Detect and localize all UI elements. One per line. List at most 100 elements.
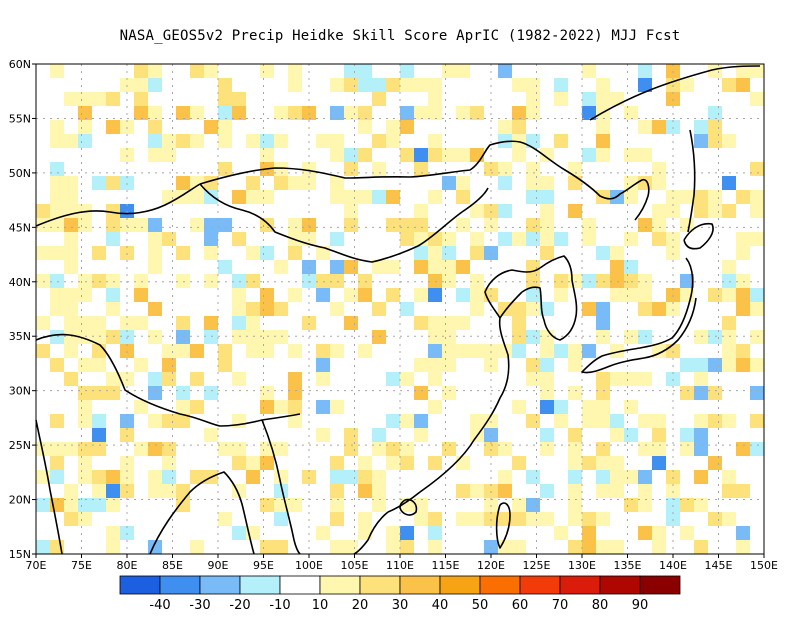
skill-cell xyxy=(232,302,246,316)
skill-cell xyxy=(246,134,260,148)
skill-cell xyxy=(148,302,162,316)
skill-cell xyxy=(190,218,204,232)
skill-cell xyxy=(36,274,50,288)
skill-cell xyxy=(680,274,694,288)
skill-cell xyxy=(344,106,358,120)
skill-cell xyxy=(344,288,358,302)
skill-cell xyxy=(134,316,148,330)
skill-cell xyxy=(694,134,708,148)
skill-cell xyxy=(470,204,484,218)
skill-cell xyxy=(414,106,428,120)
skill-cell xyxy=(470,274,484,288)
skill-cell xyxy=(400,526,414,540)
coast-indochina xyxy=(353,511,389,555)
skill-cell xyxy=(694,414,708,428)
skill-cell xyxy=(78,134,92,148)
skill-cell xyxy=(568,540,582,554)
skill-cell xyxy=(736,78,750,92)
skill-cell xyxy=(610,414,624,428)
skill-cell xyxy=(456,260,470,274)
skill-cell xyxy=(638,288,652,302)
skill-cell xyxy=(512,302,526,316)
skill-cell xyxy=(204,218,218,232)
skill-cell xyxy=(386,414,400,428)
skill-cell xyxy=(330,148,344,162)
skill-cell xyxy=(694,442,708,456)
skill-cell xyxy=(428,232,442,246)
skill-cell xyxy=(694,428,708,442)
skill-cell xyxy=(722,176,736,190)
skill-cell xyxy=(162,470,176,484)
skill-cell xyxy=(190,400,204,414)
skill-cell xyxy=(106,330,120,344)
skill-cell xyxy=(344,190,358,204)
skill-cell xyxy=(540,428,554,442)
skill-cell xyxy=(274,484,288,498)
skill-cell xyxy=(428,274,442,288)
skill-cell xyxy=(134,106,148,120)
skill-cell xyxy=(218,344,232,358)
skill-cell xyxy=(190,190,204,204)
skill-cell xyxy=(582,92,596,106)
skill-cell xyxy=(190,344,204,358)
colorbar-swatch xyxy=(639,575,681,595)
colorbar-label: -20 xyxy=(229,598,250,613)
skill-cell xyxy=(344,218,358,232)
skill-cell xyxy=(344,442,358,456)
skill-cell xyxy=(610,428,624,442)
skill-cell xyxy=(428,190,442,204)
skill-cell xyxy=(540,484,554,498)
skill-cell xyxy=(694,540,708,554)
skill-cell xyxy=(260,246,274,260)
skill-cell xyxy=(708,456,722,470)
skill-cell xyxy=(568,358,582,372)
skill-cell xyxy=(512,498,526,512)
lon-tick-label: 75E xyxy=(71,559,92,572)
skill-cell xyxy=(204,428,218,442)
skill-cell xyxy=(526,134,540,148)
skill-cell xyxy=(540,372,554,386)
skill-cell xyxy=(428,372,442,386)
skill-cell xyxy=(316,526,330,540)
skill-cell xyxy=(456,176,470,190)
skill-cell xyxy=(624,470,638,484)
skill-cell xyxy=(106,218,120,232)
skill-cell xyxy=(400,106,414,120)
skill-cell xyxy=(78,456,92,470)
skill-cell xyxy=(50,288,64,302)
skill-cell xyxy=(610,484,624,498)
skill-cell xyxy=(624,372,638,386)
skill-cell xyxy=(134,274,148,288)
skill-cell xyxy=(64,288,78,302)
skill-cell xyxy=(624,232,638,246)
skill-cell xyxy=(568,274,582,288)
skill-cell xyxy=(78,92,92,106)
skill-cell xyxy=(526,414,540,428)
skill-cell xyxy=(596,78,610,92)
skill-cell xyxy=(736,540,750,554)
skill-cell xyxy=(50,64,64,78)
skill-cell xyxy=(386,134,400,148)
skill-cell xyxy=(568,428,582,442)
skill-cell xyxy=(596,120,610,134)
skill-cell xyxy=(246,190,260,204)
skill-cell xyxy=(260,288,274,302)
colorbar-label: -30 xyxy=(189,598,210,613)
skill-cell xyxy=(680,190,694,204)
skill-cell xyxy=(260,134,274,148)
skill-cell xyxy=(316,288,330,302)
coast-bengal xyxy=(149,471,255,555)
skill-cell xyxy=(722,512,736,526)
skill-cell xyxy=(330,134,344,148)
skill-cell xyxy=(736,526,750,540)
skill-cell xyxy=(372,470,386,484)
skill-cell xyxy=(708,106,722,120)
skill-cell xyxy=(568,456,582,470)
skill-cell xyxy=(638,442,652,456)
skill-cell xyxy=(36,204,50,218)
skill-cell xyxy=(400,540,414,554)
skill-cell xyxy=(456,190,470,204)
skill-cell xyxy=(442,232,456,246)
skill-cell xyxy=(64,190,78,204)
skill-cell xyxy=(498,162,512,176)
